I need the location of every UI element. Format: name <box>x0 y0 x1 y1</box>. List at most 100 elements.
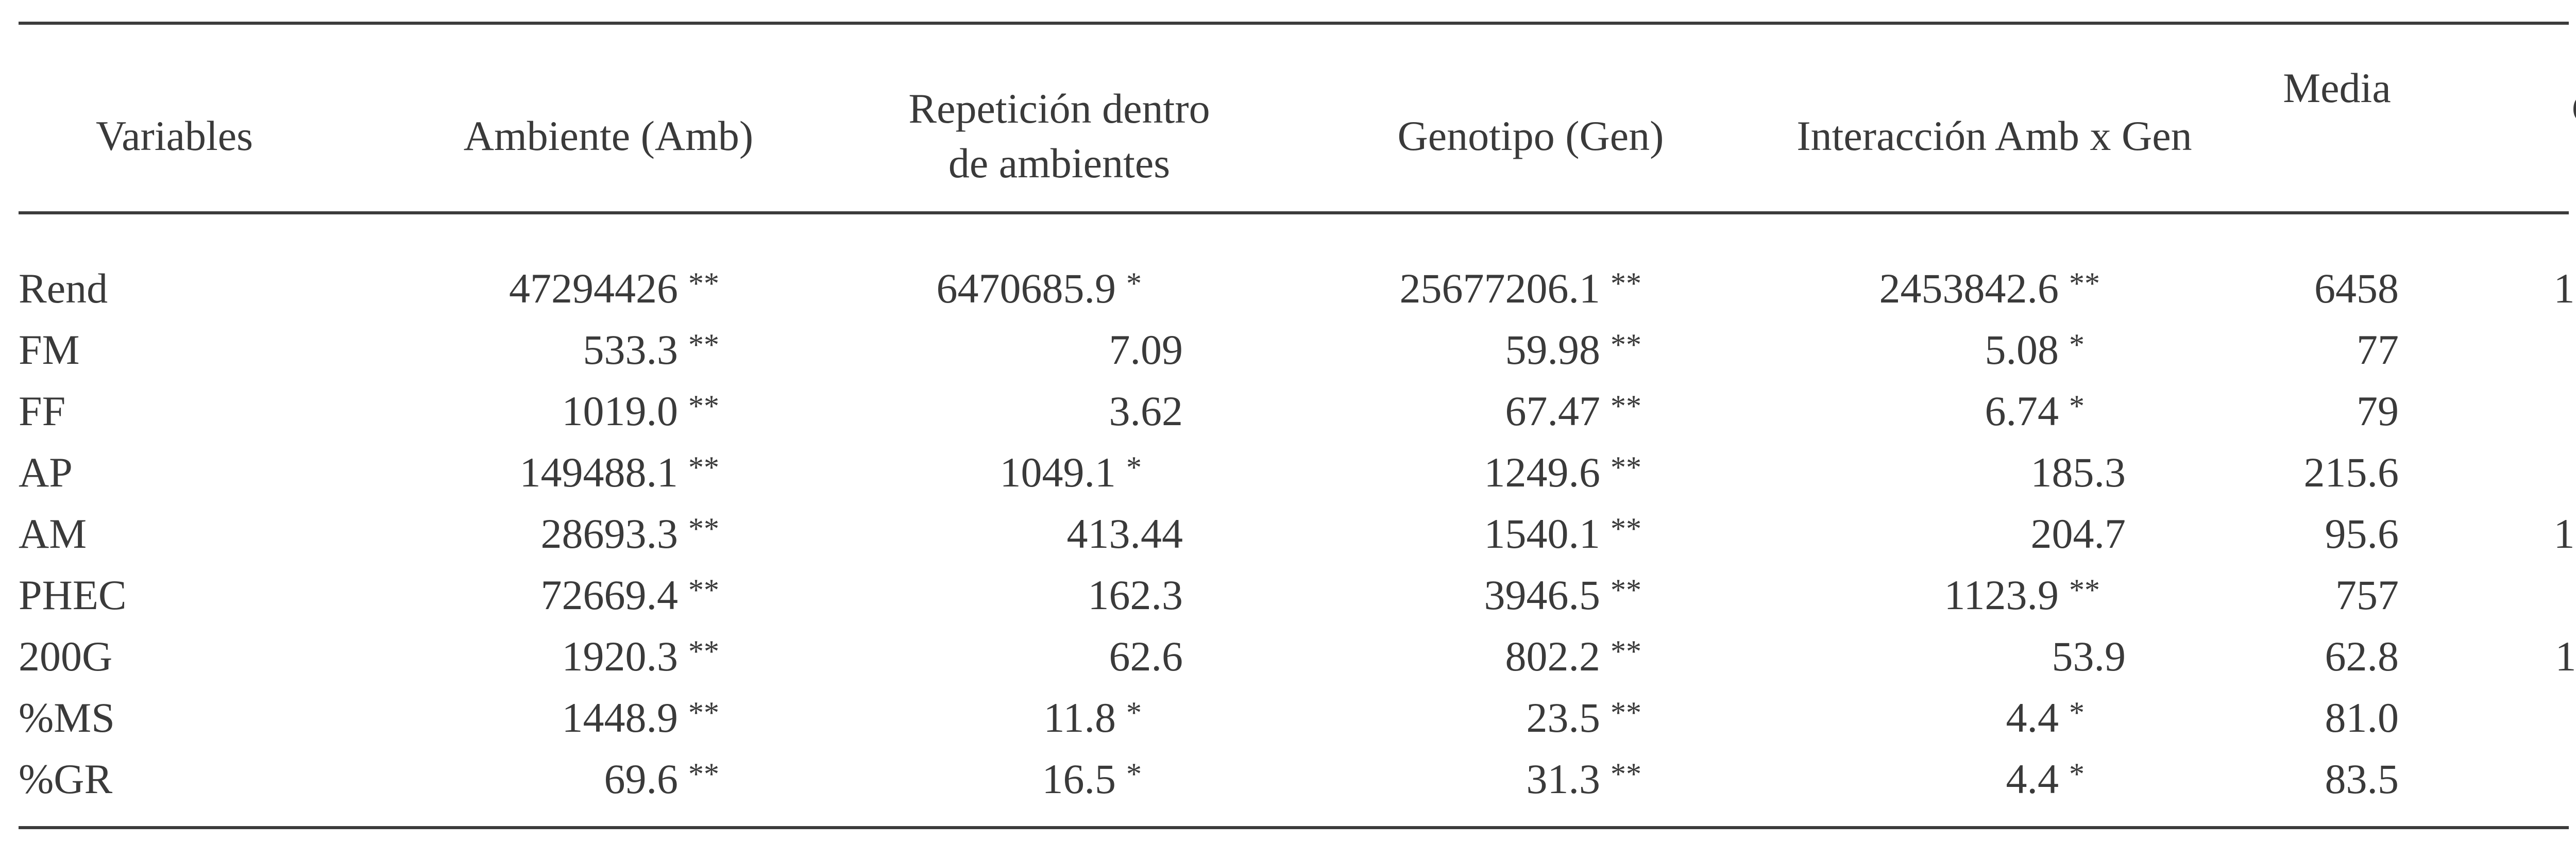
cell-interaccion: 53.9 <box>1755 626 2234 687</box>
cell-ambiente-value: 149488.1 <box>519 449 679 496</box>
cell-variable-value: AP <box>19 449 73 496</box>
table-row: %MS 1448.9 ** 11.8 * 23.5 ** 4.4 * 81.0 2.07 <box>19 687 2576 748</box>
table-row: AP 149488.1 ** 1049.1 * 1249.6 ** 185.3 215.6 6.4… <box>19 442 2576 503</box>
header-genotipo: Genotipo (Gen) <box>1397 112 1664 159</box>
cell-genotipo: 3946.5 ** <box>1307 564 1755 626</box>
cell-ambiente-significance: ** <box>688 757 719 791</box>
header-cv-line1: C.V. <box>2440 81 2576 136</box>
header-row: Variables Ambiente (Amb) Repetición dent… <box>19 25 2576 247</box>
cell-cv-value: 2.16 <box>2575 326 2576 373</box>
cell-ambiente-significance: ** <box>688 696 719 730</box>
cell-genotipo-value: 3946.5 <box>1484 572 1601 618</box>
cell-ambiente-value: 69.6 <box>604 755 679 802</box>
cell-interaccion-value: 4.4 <box>2006 755 2059 802</box>
cell-cv-value: 6.44 <box>2575 449 2576 496</box>
cell-media-value: 62.8 <box>2325 633 2399 680</box>
cell-variable: Rend <box>19 247 405 319</box>
cell-cv-value: 2.07 <box>2575 694 2576 741</box>
cell-repeticion: 162.3 <box>812 564 1307 626</box>
anova-table: Variables Ambiente (Amb) Repetición dent… <box>19 25 2576 810</box>
cell-repeticion-significance: * <box>1126 450 1142 484</box>
cell-cv: 2.07 <box>2440 687 2576 748</box>
cell-genotipo-significance: ** <box>1611 573 1641 607</box>
cell-cv-value: 2.68 <box>2575 388 2576 434</box>
cell-cv-value: 13.10 <box>2553 510 2576 557</box>
cell-genotipo-value: 1540.1 <box>1484 510 1601 557</box>
cell-repeticion: 11.8 * <box>812 687 1307 748</box>
cell-repeticion-value: 7.09 <box>1109 326 1183 373</box>
cell-variable: %GR <box>19 748 405 810</box>
cell-repeticion: 7.09 <box>812 319 1307 380</box>
cell-repeticion: 16.5 * <box>812 748 1307 810</box>
cell-interaccion-significance: * <box>2069 757 2084 791</box>
cell-cv: 1.95 <box>2440 748 2576 810</box>
cell-ambiente-value: 1019.0 <box>562 388 679 434</box>
cell-media-value: 83.5 <box>2325 755 2399 802</box>
cell-ambiente: 28693.3 ** <box>405 503 812 564</box>
cell-genotipo: 67.47 ** <box>1307 380 1755 442</box>
cell-repeticion-value: 11.8 <box>1043 694 1116 741</box>
cell-cv: 2.40 <box>2440 564 2576 626</box>
cell-repeticion-value: 16.5 <box>1042 755 1116 802</box>
cell-media-value: 77 <box>2357 326 2399 373</box>
cell-interaccion: 6.74 * <box>1755 380 2234 442</box>
cell-repeticion-value: 6470685.9 <box>936 265 1116 312</box>
cell-media-value: 81.0 <box>2325 694 2399 741</box>
cell-genotipo: 59.98 ** <box>1307 319 1755 380</box>
cell-genotipo: 1249.6 ** <box>1307 442 1755 503</box>
cell-interaccion-significance: ** <box>2069 573 2100 607</box>
cell-interaccion-value: 185.3 <box>2030 449 2126 496</box>
cell-cv: 6.44 <box>2440 442 2576 503</box>
cell-variable-value: %GR <box>19 755 113 802</box>
cell-repeticion: 1049.1 * <box>812 442 1307 503</box>
cell-interaccion-value: 5.08 <box>1985 326 2059 373</box>
cell-genotipo-value: 25677206.1 <box>1399 265 1601 312</box>
cell-interaccion: 4.4 * <box>1755 687 2234 748</box>
cell-variable-value: FM <box>19 326 80 373</box>
cell-repeticion: 6470685.9 * <box>812 247 1307 319</box>
cell-repeticion: 62.6 <box>812 626 1307 687</box>
cell-ambiente: 533.3 ** <box>405 319 812 380</box>
cell-ambiente-value: 533.3 <box>583 326 679 373</box>
cell-repeticion-value: 1049.1 <box>999 449 1116 496</box>
cell-ambiente-significance: ** <box>688 389 719 423</box>
cell-interaccion: 204.7 <box>1755 503 2234 564</box>
cell-genotipo-significance: ** <box>1611 696 1641 730</box>
cell-ambiente-value: 1448.9 <box>562 694 679 741</box>
cell-interaccion-value: 1123.9 <box>1944 572 2059 618</box>
cell-media: 77 <box>2234 319 2440 380</box>
cell-variable: FF <box>19 380 405 442</box>
cell-variable-value: %MS <box>19 694 115 741</box>
cell-repeticion-value: 162.3 <box>1088 572 1183 618</box>
cell-variable: AP <box>19 442 405 503</box>
table-bottom-rule <box>19 826 2569 829</box>
cell-variable-value: AM <box>19 510 87 557</box>
cell-interaccion: 185.3 <box>1755 442 2234 503</box>
cell-interaccion: 4.4 * <box>1755 748 2234 810</box>
table-row: AM 28693.3 ** 413.44 1540.1 ** 204.7 95.6 13.10 <box>19 503 2576 564</box>
cell-media-value: 757 <box>2335 572 2399 618</box>
cell-media: 6458 <box>2234 247 2440 319</box>
cell-genotipo-significance: ** <box>1611 757 1641 791</box>
cell-cv: 13.10 <box>2440 503 2576 564</box>
cell-genotipo-value: 67.47 <box>1505 388 1601 434</box>
cell-repeticion-value: 3.62 <box>1109 388 1183 434</box>
cell-repeticion-significance: * <box>1126 696 1142 730</box>
header-ambiente: Ambiente (Amb) <box>463 112 754 159</box>
cell-genotipo: 25677206.1 ** <box>1307 247 1755 319</box>
cell-cv: 2.16 <box>2440 319 2576 380</box>
cell-cv: 2.68 <box>2440 380 2576 442</box>
cell-genotipo-significance: ** <box>1611 450 1641 484</box>
cell-ambiente: 1019.0 ** <box>405 380 812 442</box>
cell-variable: PHEC <box>19 564 405 626</box>
cell-ambiente: 1448.9 ** <box>405 687 812 748</box>
cell-variable-value: Rend <box>19 265 108 312</box>
cell-media: 83.5 <box>2234 748 2440 810</box>
cell-genotipo-significance: ** <box>1611 634 1641 668</box>
cell-ambiente-value: 1920.3 <box>562 633 679 680</box>
header-media: Media <box>2283 64 2391 111</box>
table-body: Rend 47294426 ** 6470685.9 * 25677206.1 ** 2453… <box>19 247 2576 810</box>
cell-repeticion-significance: * <box>1126 757 1142 791</box>
table-header: Variables Ambiente (Amb) Repetición dent… <box>19 25 2576 247</box>
header-repeticion-line2: de ambientes <box>948 140 1171 187</box>
